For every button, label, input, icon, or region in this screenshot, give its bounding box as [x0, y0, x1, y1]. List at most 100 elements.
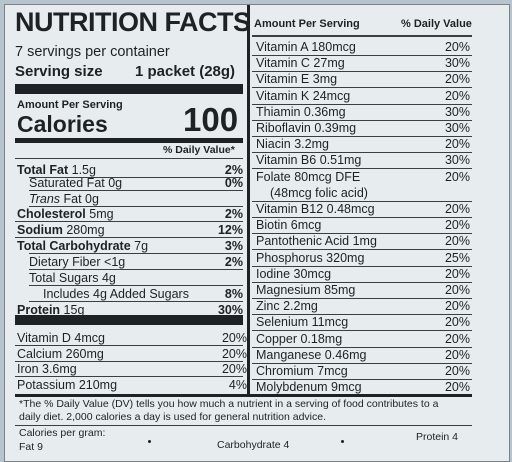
row-divider	[29, 301, 243, 302]
vitamin-dv: 20%	[444, 169, 470, 184]
vitamin-row: Chromium 7mcg 20%	[256, 363, 470, 379]
vitamin-name: Molybdenum 9mcg	[256, 380, 362, 395]
nutrient-label: Total Sugars 4g	[29, 270, 116, 286]
vitamin-row: Selenium 11mcg 20%	[256, 314, 470, 330]
vitamin-dv: 20%	[444, 331, 470, 346]
row-divider	[15, 345, 243, 346]
right-amount-header: Amount Per Serving	[254, 18, 360, 30]
vitamin-dv: 20%	[444, 202, 470, 216]
row-divider	[252, 314, 472, 316]
nutrient-dv: 0%	[224, 176, 243, 190]
serving-size-label: Serving size	[15, 63, 103, 80]
vitamin-dv: 20%	[221, 362, 247, 376]
vitamin-row: Zinc 2.2mg 20%	[256, 298, 470, 314]
vitamin-row: Vitamin K 24mcg 20%	[256, 88, 470, 104]
vitamin-dv: 20%	[444, 137, 470, 152]
nutrient-name: Includes 4g Added Sugars	[43, 287, 189, 301]
vitamin-dv: 20%	[221, 346, 247, 361]
vitamin-row: Molybdenum 9mcg 20%	[256, 379, 470, 395]
vitamin-dv: 20%	[444, 380, 470, 395]
nutrient-amount: 5mg	[85, 207, 114, 221]
nutrient-row: Protein 15g 30%	[15, 302, 243, 318]
nutrient-dv: 8%	[224, 287, 243, 301]
nutrient-dv: 3%	[224, 239, 243, 253]
vitamin-row: Biotin 6mcg 20%	[256, 217, 470, 233]
vitamin-dv: 4%	[228, 377, 247, 392]
protein-per-gram: Protein 4	[416, 431, 459, 443]
vitamin-row: Vitamin C 27mg 30%	[256, 55, 470, 71]
vitamin-row: Potassium 210mg 4%	[17, 377, 247, 393]
nutrition-facts-panel: NUTRITION FACTS 7 servings per container…	[4, 4, 510, 462]
servings-per-container: 7 servings per container	[15, 44, 170, 60]
vitamin-row: Vitamin B12 0.48mcg 20%	[256, 201, 470, 217]
vitamin-name: Phosphorus 320mg	[256, 250, 365, 265]
column-divider	[247, 5, 250, 395]
vitamin-name: Calcium 260mg	[17, 346, 104, 361]
row-divider	[15, 360, 243, 362]
nutrient-dv: 2%	[224, 207, 243, 221]
vitamin-name: Copper 0.18mg	[256, 331, 343, 346]
nutrient-name: Dietary Fiber	[29, 255, 101, 269]
thick-divider-bottom	[15, 315, 243, 325]
vitamin-row: Pantothenic Acid 1mg 20%	[256, 233, 470, 249]
vitamin-row: Vitamin A 180mcg 20%	[256, 39, 470, 55]
vitamin-name: Vitamin C 27mg	[256, 56, 345, 71]
nutrient-amount: Fat 0g	[60, 192, 99, 206]
row-divider	[252, 152, 472, 154]
footer-divider	[15, 394, 472, 397]
vitamin-row: Iodine 30mcg 20%	[256, 266, 470, 282]
vitamin-name: Biotin 6mcg	[256, 218, 322, 233]
row-divider	[29, 269, 243, 270]
vitamin-name: (48mcg folic acid)	[270, 185, 368, 200]
nutrient-amount: 4g	[98, 271, 116, 285]
row-divider	[252, 87, 472, 89]
vitamin-row: Vitamin B6 0.51mg 30%	[256, 152, 470, 168]
vitamin-name: Vitamin B12 0.48mcg	[256, 202, 375, 216]
row-divider	[252, 119, 472, 121]
footnote: *The % Daily Value (DV) tells you how mu…	[19, 398, 439, 423]
row-divider	[252, 233, 472, 235]
label-title: NUTRITION FACTS	[15, 7, 251, 37]
row-divider	[252, 281, 472, 283]
nutrient-amount: 0g	[104, 176, 123, 190]
nutrient-dv: 2%	[224, 255, 243, 269]
vitamin-dv: 20%	[221, 331, 247, 345]
vitamin-name: Niacin 3.2mg	[256, 137, 329, 152]
nutrient-dv: 30%	[217, 303, 243, 317]
nutrient-amount: 280mg	[62, 223, 105, 237]
nutrient-name: Total Carbohydrate	[17, 239, 131, 253]
vitamin-name: Iodine 30mcg	[256, 266, 332, 281]
vitamin-row: Thiamin 0.36mg 30%	[256, 104, 470, 120]
vitamin-name: Riboflavin 0.39mg	[256, 121, 357, 135]
vitamin-dv: 20%	[444, 266, 470, 281]
row-divider	[252, 217, 472, 218]
nutrient-row: Total Carbohydrate 7g 3%	[15, 238, 243, 254]
vitamin-row: Folate 80mcg DFE 20%	[256, 169, 470, 185]
row-divider	[29, 177, 243, 178]
row-divider	[29, 190, 243, 191]
nutrient-label: Cholesterol 5mg	[17, 206, 114, 222]
nutrient-dv: 2%	[224, 163, 243, 177]
row-divider	[29, 285, 243, 286]
vitamin-dv: 20%	[444, 315, 470, 330]
row-divider	[252, 249, 472, 251]
nutrient-label: Dietary Fiber <1g	[29, 254, 125, 270]
row-divider	[15, 376, 243, 377]
calories-label: Calories	[17, 111, 108, 137]
nutrient-name: Cholesterol	[17, 207, 86, 221]
vitamin-dv: 20%	[444, 234, 470, 249]
vitamin-name: Magnesium 85mg	[256, 283, 356, 297]
nutrient-label: Includes 4g Added Sugars	[43, 286, 189, 302]
vitamin-name: Zinc 2.2mg	[256, 299, 318, 314]
fat-per-gram: Fat 9	[19, 441, 43, 453]
vitamin-dv: 25%	[444, 250, 470, 265]
vitamin-dv: 20%	[444, 283, 470, 297]
vitamin-row: Phosphorus 320mg 25%	[256, 250, 470, 266]
vitamin-row: Copper 0.18mg 20%	[256, 331, 470, 347]
row-divider	[29, 206, 243, 207]
vitamin-row: Riboflavin 0.39mg 30%	[256, 120, 470, 136]
right-dv-header: % Daily Value	[401, 18, 472, 30]
row-divider	[15, 221, 243, 222]
vitamin-row: Manganese 0.46mg 20%	[256, 347, 470, 363]
nutrient-row: Sodium 280mg 12%	[15, 222, 243, 238]
